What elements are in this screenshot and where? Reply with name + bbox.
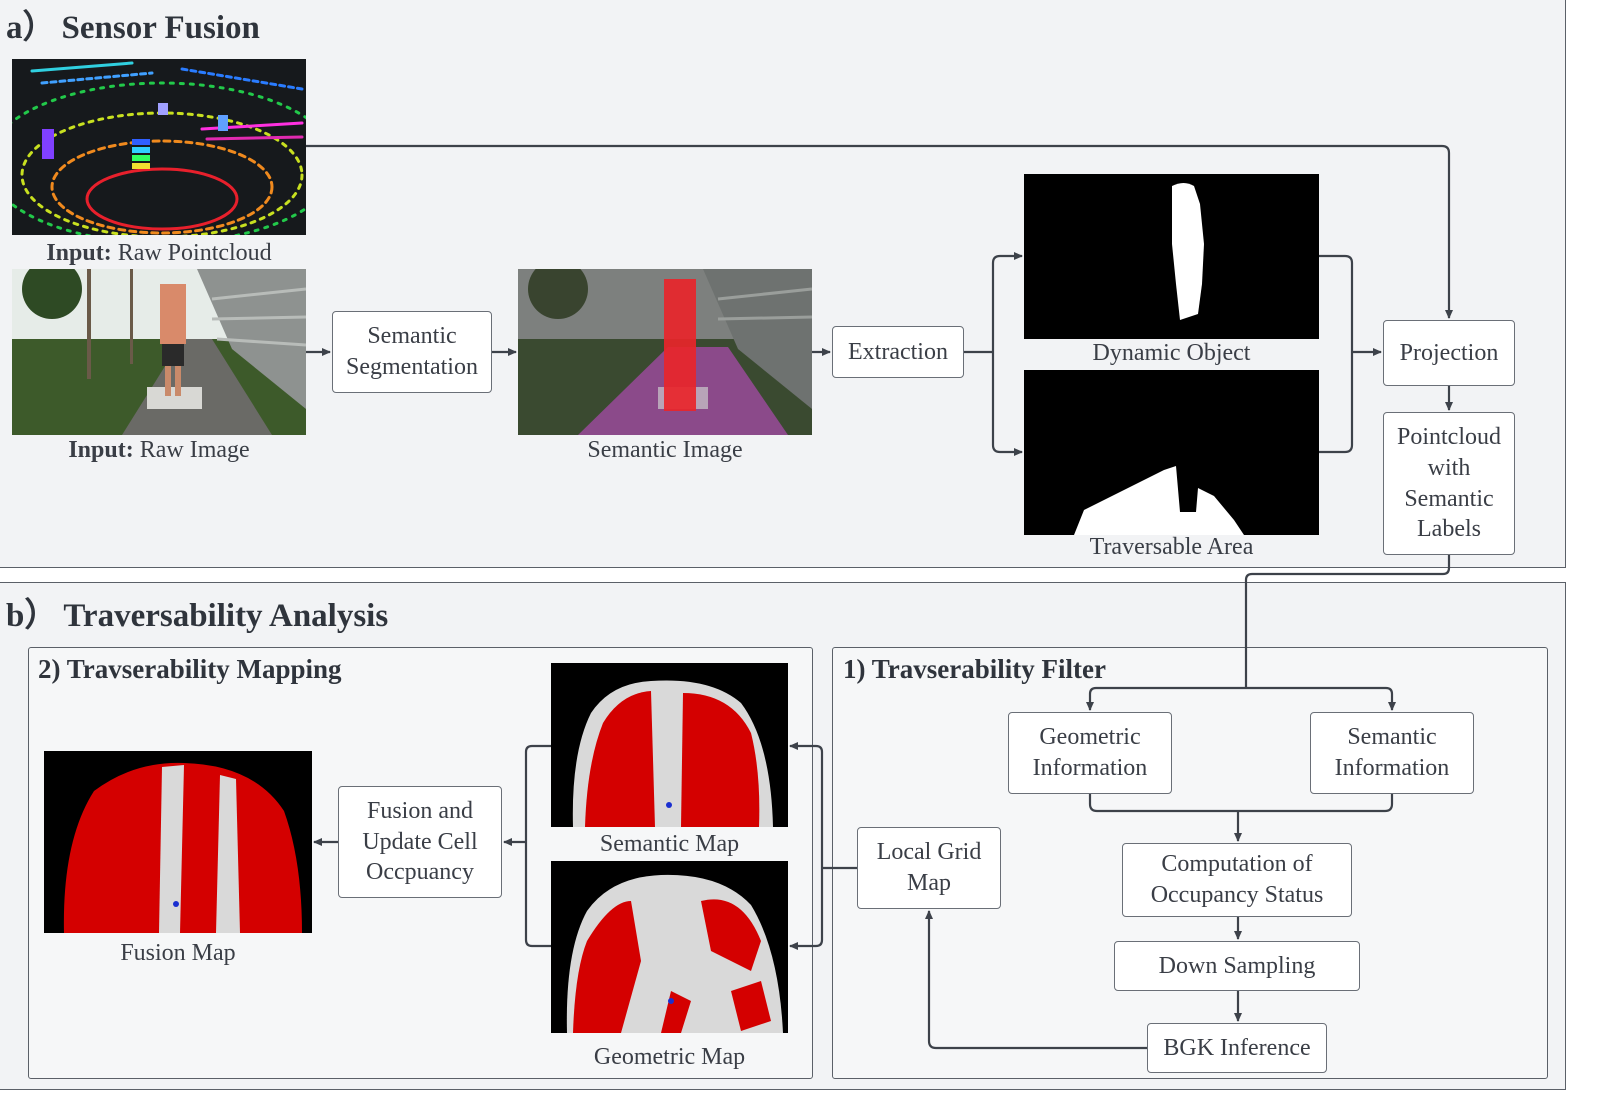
traversable-area-caption: Traversable Area: [1089, 534, 1254, 560]
bgk-inference-label: BGK Inference: [1163, 1034, 1311, 1061]
semantic-segmentation-box[interactable]: Semantic Segmentation: [332, 311, 492, 393]
raw-pointcloud-caption: Input: Raw Pointcloud: [12, 240, 306, 267]
bgk-inference-box[interactable]: BGK Inference: [1147, 1023, 1327, 1073]
local-grid-map-label: Local Grid Map: [876, 839, 982, 896]
fusion-map-caption: Fusion Map: [120, 940, 236, 966]
projection-label: Projection: [1399, 339, 1499, 366]
projection-box[interactable]: Projection: [1383, 320, 1515, 386]
computation-occupancy-box[interactable]: Computation of Occupancy Status: [1122, 843, 1352, 917]
raw-image-caption-text: Raw Image: [133, 437, 250, 463]
fusion-map-image: [44, 751, 312, 933]
dynamic-object-caption: Dynamic Object: [1092, 340, 1251, 366]
section-b-marker: b）: [6, 598, 58, 634]
traversable-area-mask: [1024, 370, 1319, 535]
geometric-information-box[interactable]: Geometric Information: [1008, 712, 1172, 794]
geometric-map-caption: Geometric Map: [593, 1044, 746, 1070]
raw-image-caption: Input: Raw Image: [12, 437, 306, 464]
down-sampling-label: Down Sampling: [1158, 952, 1316, 979]
raw-pointcloud-image: [12, 59, 306, 235]
semantic-segmentation-label: Semantic Segmentation: [346, 323, 478, 380]
section-a-title: a） Sensor Fusion: [6, 0, 260, 48]
extraction-label: Extraction: [848, 338, 948, 365]
section-a-marker: a）: [6, 10, 56, 46]
section-a-text: Sensor Fusion: [61, 10, 260, 46]
extraction-box[interactable]: Extraction: [832, 326, 964, 378]
section-b-text: Traversability Analysis: [63, 598, 389, 634]
raw-image: [12, 269, 306, 435]
raw-image-caption-bold: Input:: [68, 437, 134, 463]
section-b-title: b） Traversability Analysis: [6, 588, 388, 636]
geometric-map-image: [551, 861, 788, 1033]
mapping-subpanel-title: 2) Travserability Mapping: [38, 654, 342, 684]
fusion-update-box[interactable]: Fusion and Update Cell Occpuancy: [338, 786, 502, 898]
semantic-map-image: [551, 663, 788, 827]
filter-subpanel-title: 1) Travserability Filter: [843, 654, 1106, 684]
pointcloud-semantic-labels-box[interactable]: Pointcloud with Semantic Labels: [1383, 412, 1515, 555]
semantic-image: [518, 269, 812, 435]
geometric-information-label: Geometric Information: [1032, 724, 1148, 781]
semantic-image-caption: Semantic Image: [587, 437, 743, 463]
pointcloud-semantic-labels-label: Pointcloud with Semantic Labels: [1396, 424, 1501, 543]
dynamic-object-mask: [1024, 174, 1319, 339]
down-sampling-box[interactable]: Down Sampling: [1114, 941, 1360, 991]
local-grid-map-box[interactable]: Local Grid Map: [857, 827, 1001, 909]
semantic-information-label: Semantic Information: [1334, 724, 1450, 781]
fusion-update-label: Fusion and Update Cell Occpuancy: [362, 797, 478, 886]
semantic-information-box[interactable]: Semantic Information: [1310, 712, 1474, 794]
semantic-map-caption: Semantic Map: [599, 831, 740, 857]
raw-pointcloud-caption-text: Raw Pointcloud: [111, 240, 272, 266]
computation-occupancy-label: Computation of Occupancy Status: [1150, 851, 1324, 908]
raw-pointcloud-caption-bold: Input:: [46, 240, 112, 266]
